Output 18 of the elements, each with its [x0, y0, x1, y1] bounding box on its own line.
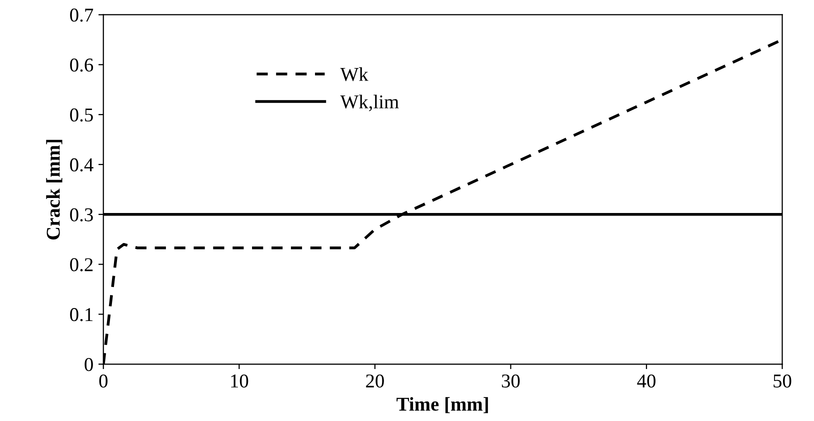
- x-tick-label: 30: [502, 374, 520, 388]
- y-tick-label: 0: [84, 358, 93, 372]
- y-tick-label: 0.7: [70, 8, 94, 22]
- legend-label: Wk,lim: [340, 94, 399, 112]
- x-axis-title: Time [mm]: [396, 397, 488, 414]
- y-tick-label: 0.3: [70, 208, 93, 222]
- y-tick-label: 0.2: [70, 258, 93, 272]
- y-tick-label: 0.5: [70, 108, 93, 122]
- y-axis-title: Crack [mm]: [46, 140, 62, 240]
- x-tick-label: 20: [366, 374, 384, 388]
- legend-label: Wk: [340, 67, 368, 82]
- x-tick-label: 40: [637, 374, 656, 388]
- y-tick-label: 0.1: [70, 308, 92, 322]
- x-tick-label: 50: [774, 374, 792, 388]
- y-tick-label: 0.6: [70, 58, 94, 72]
- x-tick-label: 10: [231, 374, 248, 388]
- y-tick-label: 0.4: [70, 158, 94, 172]
- x-tick-label: 0: [99, 374, 108, 388]
